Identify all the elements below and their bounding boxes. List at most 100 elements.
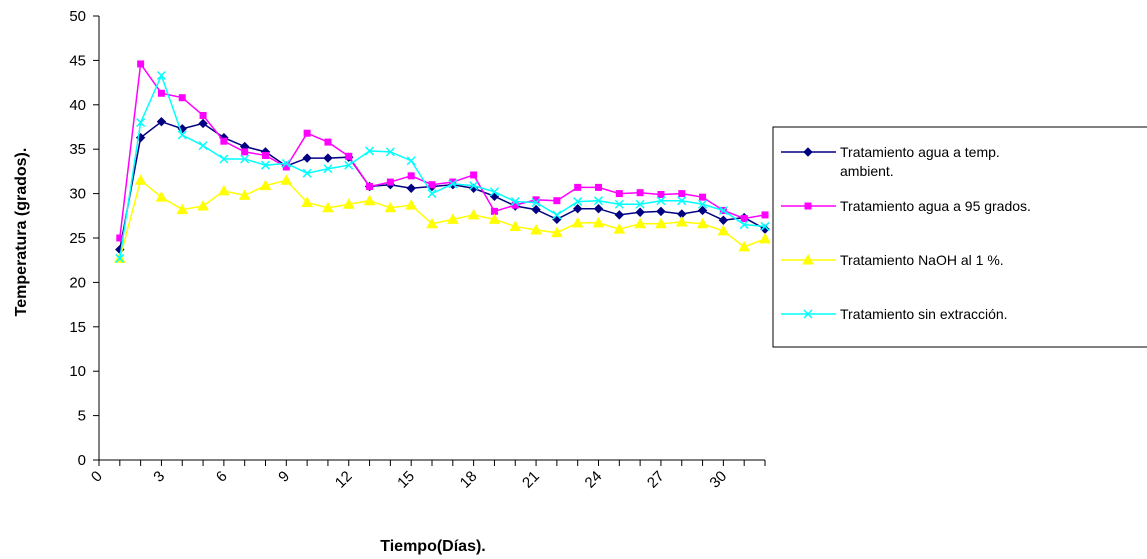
x-tick-label: 30 bbox=[706, 468, 730, 492]
data-point bbox=[718, 205, 728, 216]
data-point bbox=[634, 217, 646, 229]
data-point bbox=[717, 224, 730, 236]
data-point bbox=[509, 220, 522, 231]
data-point bbox=[531, 197, 541, 208]
data-point bbox=[342, 198, 355, 209]
data-point bbox=[552, 210, 562, 220]
data-point bbox=[365, 146, 375, 156]
data-point bbox=[262, 151, 269, 159]
x-tick-label: 27 bbox=[644, 468, 668, 492]
data-point bbox=[406, 156, 416, 166]
x-tick-label: 24 bbox=[582, 468, 606, 492]
series-line bbox=[119, 73, 766, 259]
data-point bbox=[738, 240, 751, 252]
x-tick-label: 3 bbox=[150, 468, 168, 486]
data-point bbox=[259, 179, 272, 191]
series-line bbox=[119, 120, 766, 250]
data-point bbox=[572, 203, 583, 214]
legend-frame bbox=[772, 126, 1147, 348]
series-3 bbox=[113, 174, 771, 263]
y-tick-label: 50 bbox=[69, 8, 86, 25]
x-axis: 0 3 6 9 12 15 18 21 24 27 30 bbox=[88, 459, 766, 492]
data-point bbox=[718, 215, 729, 225]
data-point bbox=[155, 191, 168, 202]
data-point bbox=[655, 217, 667, 229]
data-point bbox=[636, 189, 644, 197]
data-point bbox=[488, 213, 501, 224]
data-point bbox=[614, 199, 624, 209]
y-tick-label: 0 bbox=[78, 452, 86, 469]
data-point bbox=[696, 217, 709, 229]
legend-label: Tratamiento NaOH al 1 %. bbox=[840, 252, 1004, 268]
data-point bbox=[697, 205, 708, 216]
data-point bbox=[302, 153, 312, 163]
data-point bbox=[176, 203, 189, 215]
data-point bbox=[761, 211, 769, 219]
data-point bbox=[137, 60, 145, 68]
data-point bbox=[635, 199, 645, 209]
x-axis-title: Tiempo(Días). bbox=[380, 538, 486, 555]
data-point bbox=[366, 182, 374, 190]
data-point bbox=[446, 213, 459, 224]
y-tick-label: 20 bbox=[69, 274, 86, 291]
data-point bbox=[531, 204, 541, 215]
x-tick-label: 15 bbox=[394, 468, 418, 492]
legend-item-1: Tratamiento agua a temp. ambient. bbox=[781, 144, 1000, 179]
data-point bbox=[592, 216, 605, 228]
data-point bbox=[656, 206, 666, 217]
data-point bbox=[510, 197, 520, 207]
y-tick-label: 40 bbox=[69, 97, 86, 114]
data-point bbox=[530, 223, 542, 235]
data-point bbox=[595, 183, 602, 191]
legend-items: Tratamiento agua a temp.ambient. Tratamie… bbox=[781, 144, 1031, 322]
data-point bbox=[571, 216, 584, 228]
data-point bbox=[197, 200, 209, 211]
data-point bbox=[363, 194, 376, 206]
x-tick-label: 18 bbox=[457, 468, 481, 492]
data-point bbox=[428, 181, 436, 189]
data-point bbox=[678, 190, 686, 198]
data-point bbox=[177, 130, 187, 140]
data-point bbox=[677, 196, 687, 206]
data-point bbox=[386, 178, 394, 186]
y-tick-label: 10 bbox=[69, 363, 86, 380]
data-point bbox=[656, 196, 666, 206]
legend: Tratamiento agua a temp.ambient. Tratamie… bbox=[772, 126, 1147, 348]
data-point bbox=[553, 197, 561, 205]
data-point bbox=[470, 171, 478, 179]
y-tick-label: 5 bbox=[78, 408, 86, 425]
data-point bbox=[280, 174, 293, 185]
data-point bbox=[593, 196, 604, 206]
data-point bbox=[385, 147, 395, 157]
data-point bbox=[759, 232, 771, 244]
y-tick-label: 25 bbox=[69, 230, 86, 247]
data-point bbox=[593, 203, 604, 214]
data-point bbox=[301, 196, 313, 207]
data-point bbox=[241, 148, 249, 156]
data-point bbox=[615, 190, 623, 198]
data-point bbox=[302, 168, 312, 178]
data-point bbox=[323, 164, 333, 174]
data-point bbox=[426, 217, 438, 229]
data-point bbox=[345, 152, 353, 160]
legend-swatch-marker bbox=[802, 253, 814, 265]
data-point bbox=[218, 184, 230, 196]
series-4 bbox=[115, 70, 770, 263]
y-tick-label: 15 bbox=[69, 319, 86, 336]
legend-item-2: Tratamiento agua a 95 grados. bbox=[781, 198, 1031, 214]
legend-label: ambient. bbox=[840, 163, 894, 179]
data-point bbox=[467, 208, 480, 220]
legend-label: Tratamiento agua a 95 grados. bbox=[840, 198, 1031, 214]
data-point bbox=[573, 197, 583, 207]
data-point bbox=[281, 158, 291, 168]
data-point bbox=[115, 253, 125, 263]
legend-swatch-marker bbox=[804, 202, 812, 210]
data-point bbox=[260, 160, 271, 170]
data-point bbox=[157, 89, 165, 97]
series-layer bbox=[113, 60, 771, 263]
data-point bbox=[219, 154, 229, 164]
data-point bbox=[178, 94, 186, 102]
data-point bbox=[405, 199, 418, 210]
x-tick-label: 12 bbox=[332, 468, 356, 492]
data-point bbox=[323, 153, 333, 163]
